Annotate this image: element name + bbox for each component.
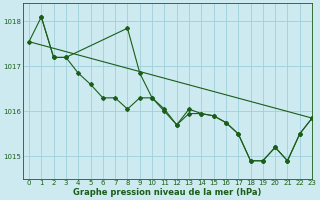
X-axis label: Graphe pression niveau de la mer (hPa): Graphe pression niveau de la mer (hPa) — [73, 188, 262, 197]
